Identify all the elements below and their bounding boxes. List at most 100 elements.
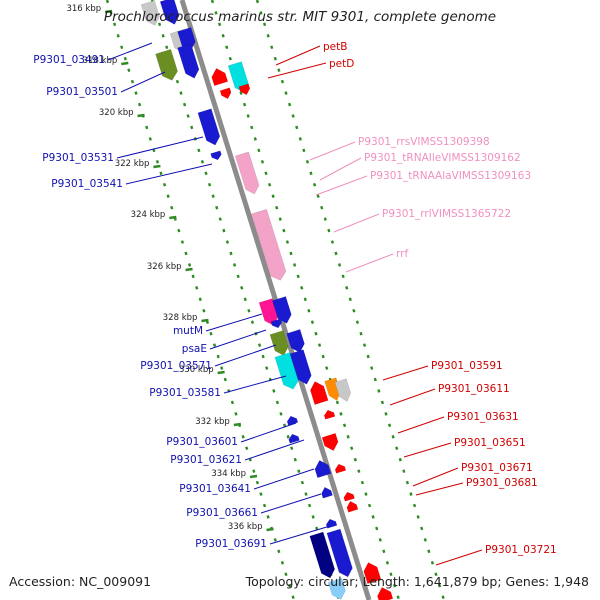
- reverse-gene-leader: [125, 163, 213, 185]
- gene-feature: [288, 433, 300, 444]
- scale-tick-mark: [217, 370, 225, 375]
- rna-gene-leader: [333, 213, 380, 233]
- gene-arrow: [286, 415, 299, 426]
- rna-gene-label: P9301_tRNAAlaVIMSS1309163: [370, 170, 531, 182]
- gene-arrow: [323, 409, 336, 420]
- scale-tick-label: 318 kbp: [83, 56, 118, 66]
- scale-tick-mark: [266, 527, 274, 532]
- gene-feature: [334, 378, 352, 402]
- rna-gene-label: P9301_rrsVIMSS1309398: [358, 136, 490, 148]
- forward-gene-label: P9301_03721: [485, 544, 557, 556]
- gene-arrow: [197, 108, 221, 146]
- reverse-gene-label: P9301_03641: [179, 483, 251, 495]
- reverse-gene-leader: [120, 71, 166, 93]
- gene-feature: [211, 68, 229, 87]
- rna-gene-leader: [315, 175, 368, 196]
- reverse-gene-label: P9301_03661: [186, 507, 258, 519]
- forward-gene-label: petD: [329, 58, 354, 70]
- forward-gene-leader: [382, 365, 429, 381]
- gene-arrow: [334, 463, 347, 474]
- reverse-gene-label: P9301_03501: [46, 86, 118, 98]
- gene-feature: [272, 296, 292, 324]
- reverse-gene-leader: [209, 329, 267, 350]
- gene-arrow: [309, 531, 336, 579]
- gene-arrow: [363, 562, 382, 584]
- gene-arrow: [270, 318, 283, 329]
- gene-feature: [323, 409, 336, 420]
- scale-tick-mark: [104, 9, 113, 14]
- gene-arrow: [327, 578, 346, 600]
- scale-tick-mark: [169, 215, 177, 220]
- reverse-gene-label: P9301_03691: [195, 538, 267, 550]
- gene-arrow: [269, 330, 289, 356]
- forward-gene-leader: [397, 416, 445, 434]
- gene-feature: [343, 491, 355, 502]
- genome-summary-text: Topology: circular; Length: 1,641,879 bp…: [245, 574, 589, 589]
- gene-feature: [377, 586, 394, 600]
- gene-feature: [219, 87, 232, 100]
- forward-gene-label: P9301_03681: [466, 477, 538, 489]
- scale-tick-mark: [153, 164, 161, 169]
- gene-feature: [286, 415, 299, 426]
- rna-gene-leader: [309, 141, 356, 161]
- gene-arrow: [272, 296, 292, 324]
- gene-arrow: [234, 151, 260, 195]
- gene-arrow: [210, 150, 222, 161]
- scale-tick-mark: [121, 61, 129, 66]
- accession-text: Accession: NC_009091: [9, 574, 152, 589]
- reverse-gene-label: P9301_03571: [140, 360, 212, 372]
- gene-feature: [210, 150, 222, 161]
- gene-feature: [346, 500, 359, 513]
- gene-feature: [289, 349, 312, 385]
- forward-gene-label: P9301_03651: [454, 437, 526, 449]
- gene-feature: [234, 151, 260, 195]
- scale-tick-label: 320 kbp: [99, 108, 134, 118]
- rna-gene-leader: [345, 253, 394, 273]
- gene-arrow: [155, 48, 178, 81]
- gene-labels: P9301_03491 P9301_03501 P9301_03531 P9301_0…: [33, 41, 556, 556]
- label-leaders: [107, 42, 483, 566]
- gene-feature: [326, 528, 353, 578]
- forward-gene-label: petB: [323, 41, 347, 53]
- gene-arrow: [326, 528, 353, 578]
- gene-arrow: [334, 378, 352, 402]
- rna-gene-label: P9301_tRNAIleVIMSS1309162: [364, 152, 521, 164]
- gene-arrow: [219, 87, 232, 100]
- gene-arrow: [321, 486, 333, 499]
- scale-tick-label: 334 kbp: [211, 469, 246, 479]
- reverse-gene-leader: [260, 493, 322, 514]
- reverse-gene-label: P9301_03601: [166, 436, 238, 448]
- reverse-gene-leader: [223, 375, 287, 394]
- gene-feature: [334, 463, 347, 474]
- reverse-gene-label: P9301_03621: [170, 454, 242, 466]
- gene-feature: [197, 108, 221, 146]
- reverse-gene-leader: [244, 439, 305, 461]
- reverse-gene-leader: [107, 42, 153, 61]
- gene-feature: [270, 318, 283, 329]
- forward-gene-leader: [412, 467, 459, 487]
- scale-tick-mark: [249, 474, 258, 479]
- scale-tick-label: 316 kbp: [66, 4, 101, 14]
- gene-feature: [314, 460, 332, 479]
- scale-tick-mark: [185, 267, 193, 272]
- gene-feature: [155, 48, 178, 81]
- reverse-gene-label: P9301_03541: [51, 178, 123, 190]
- scale-tick-label: 332 kbp: [195, 417, 230, 427]
- gene-arrow: [177, 43, 200, 79]
- scale-tick-label: 326 kbp: [147, 262, 182, 272]
- gene-arrow: [238, 83, 251, 96]
- scale-tick-mark: [201, 318, 209, 323]
- gene-arrow: [310, 381, 329, 405]
- rna-gene-label: P9301_rrlVIMSS1365722: [382, 208, 511, 220]
- gene-arrow: [251, 208, 287, 281]
- reverse-gene-leader: [240, 422, 297, 443]
- gene-feature: [327, 578, 346, 600]
- gene-arrow: [288, 433, 300, 444]
- track-guide-inner-right: [210, 0, 401, 600]
- forward-gene-leader: [403, 442, 452, 458]
- reverse-gene-label: P9301_03491: [33, 54, 105, 66]
- forward-gene-leader: [267, 62, 327, 79]
- gene-feature: [321, 432, 339, 451]
- gene-feature: [177, 43, 200, 79]
